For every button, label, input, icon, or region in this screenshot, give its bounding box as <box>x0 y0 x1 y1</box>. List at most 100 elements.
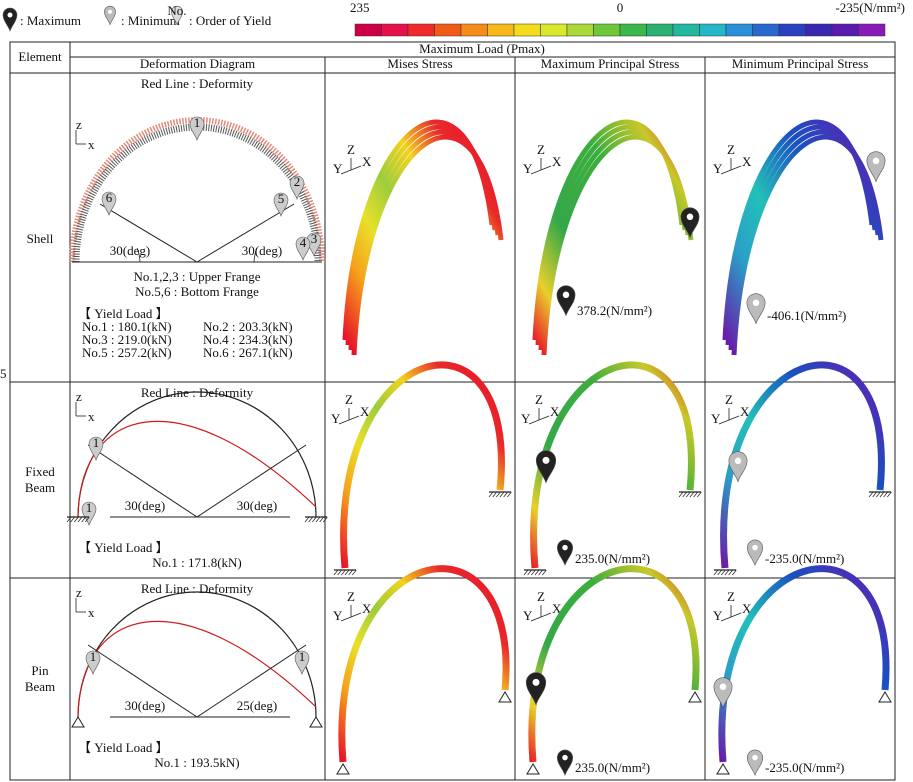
yield-order: 1 <box>299 649 306 664</box>
stress-arch <box>342 569 506 762</box>
pin-hole <box>720 684 727 691</box>
support-hatch <box>352 570 356 575</box>
pin-hole <box>108 10 112 14</box>
pin-icon <box>747 750 762 775</box>
stress-value: 378.2(N/mm²) <box>577 303 652 318</box>
support-hatch <box>82 517 86 522</box>
axis-label: Y <box>521 411 531 426</box>
pin-icon <box>557 750 572 775</box>
pin-hole <box>562 545 568 551</box>
pin-icon <box>526 673 546 705</box>
support-hatch <box>694 492 698 497</box>
angle-label: 30(deg) <box>242 243 282 258</box>
axis-line <box>531 617 541 621</box>
axis-label: Z <box>347 589 355 604</box>
support <box>72 717 84 727</box>
support-hatch <box>732 570 736 575</box>
yield-load: No.1 : 171.8(kN) <box>152 555 242 570</box>
axis-label: Z <box>537 589 545 604</box>
axis-label: X <box>552 154 562 169</box>
scale-cell <box>461 24 488 36</box>
support-hatch <box>887 492 891 497</box>
yield-order: 1 <box>86 500 93 515</box>
yield-order: No. <box>167 3 186 18</box>
pin-icon <box>557 286 575 316</box>
support-hatch <box>500 492 504 497</box>
support-hatch <box>524 570 528 575</box>
stress-arch <box>344 365 502 568</box>
support <box>337 764 349 774</box>
axis-label: Z <box>727 589 735 604</box>
yield-load: No.1 : 193.5kN) <box>154 755 239 770</box>
yield-load: No.5 : 257.2(kN) <box>82 345 172 360</box>
support-hatch <box>725 570 729 575</box>
support-hatch <box>697 492 701 497</box>
scale-label: -235(N/mm²) <box>835 0 905 15</box>
header-cell: Minimum Principal Stress <box>732 56 869 71</box>
support-hatch <box>496 492 500 497</box>
scale-cell <box>620 24 647 36</box>
angle-label: 25(deg) <box>237 698 277 713</box>
axis-label: Z <box>537 142 545 157</box>
support-hatch <box>531 570 535 575</box>
pin-icon <box>714 678 732 708</box>
pin-hole <box>752 545 758 551</box>
element-name: Fixed <box>25 464 55 479</box>
stress-value: 235.0(N/mm²) <box>575 551 650 566</box>
stress-value: 235.0(N/mm²) <box>575 760 650 775</box>
support-hatch <box>884 492 888 497</box>
margin-mark: 5 <box>0 366 7 381</box>
pin-hole <box>753 300 760 307</box>
support-hatch <box>535 570 539 575</box>
stress-arch <box>532 569 696 762</box>
original-arch <box>78 592 316 717</box>
pin-icon <box>104 6 115 24</box>
yield-order: 5 <box>278 191 285 206</box>
scale-cell <box>408 24 435 36</box>
support-hatch <box>869 492 873 497</box>
scale-cell <box>779 24 806 36</box>
legend-label: : Maximum <box>20 13 81 28</box>
axis-line <box>349 416 359 420</box>
support-hatch <box>78 517 82 522</box>
axis-label: Y <box>523 608 533 623</box>
support-hatch <box>338 570 342 575</box>
stress-value: -235.0(N/mm²) <box>765 551 844 566</box>
scale-cell <box>355 24 382 36</box>
element-name: Beam <box>25 480 55 495</box>
axis-label: Y <box>713 161 723 176</box>
pin-hole <box>562 755 568 761</box>
support-hatch <box>714 570 718 575</box>
scale-cell <box>753 24 780 36</box>
support-hatch <box>71 517 75 522</box>
axis-label: x <box>88 137 95 152</box>
support-hatch <box>880 492 884 497</box>
axis-label: X <box>742 154 752 169</box>
axis-label: Z <box>725 392 733 407</box>
axis-label: Z <box>347 142 355 157</box>
axis-label: Z <box>535 392 543 407</box>
axis-label: Y <box>333 608 343 623</box>
yield-order: 2 <box>294 174 301 189</box>
scale-cell <box>514 24 541 36</box>
axis-line <box>721 170 731 174</box>
scale-cell <box>726 24 753 36</box>
support-hatch <box>729 570 733 575</box>
scale-cell <box>567 24 594 36</box>
support-hatch <box>686 492 690 497</box>
axis-label: Y <box>523 161 533 176</box>
support <box>527 764 539 774</box>
scale-label: 0 <box>617 0 624 15</box>
header-cell: Mises Stress <box>387 56 452 71</box>
support-hatch <box>305 517 309 522</box>
support-hatch <box>504 492 508 497</box>
support <box>689 692 701 702</box>
pin-icon <box>867 152 885 182</box>
scale-cell <box>832 24 859 36</box>
pin-hole <box>533 679 540 686</box>
axis-label: z <box>76 585 82 600</box>
scale-cell <box>594 24 621 36</box>
pin-icon <box>557 540 572 565</box>
yield-load: No.6 : 267.1(kN) <box>203 345 293 360</box>
axis-label: Z <box>727 142 735 157</box>
